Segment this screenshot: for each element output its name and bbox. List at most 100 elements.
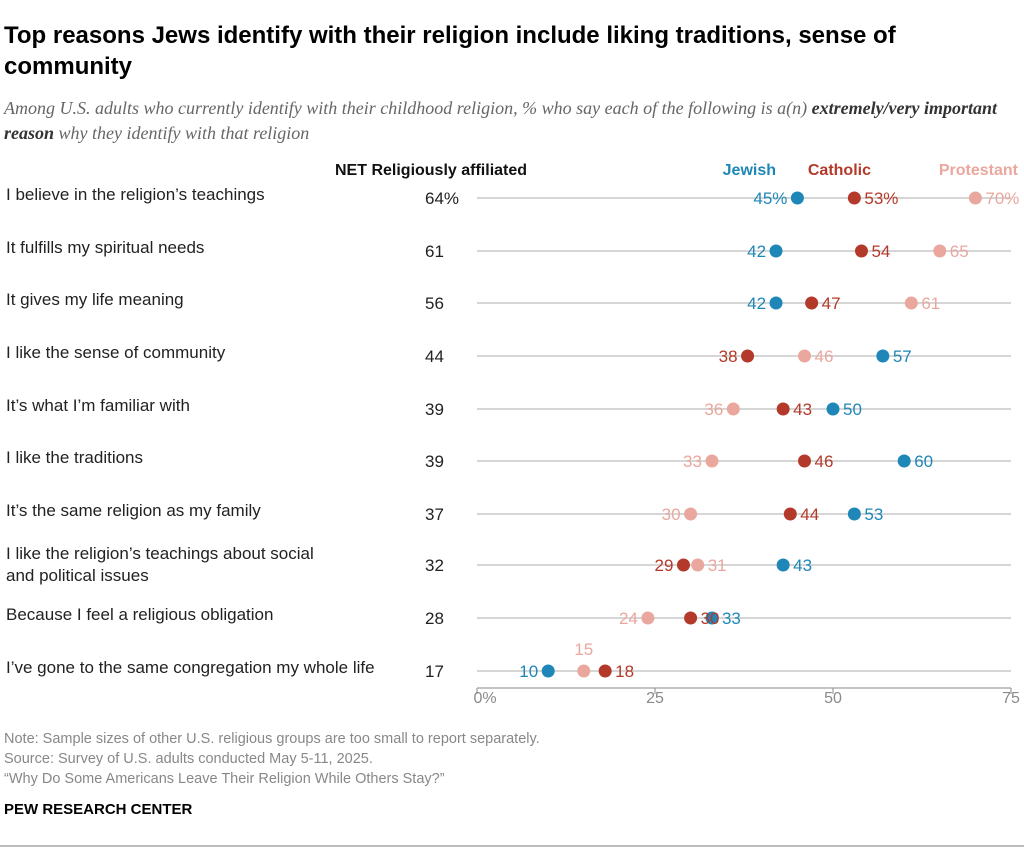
- category-label-line: I like the sense of community: [6, 343, 226, 362]
- net-value: 61: [425, 242, 444, 261]
- net-column-header: NET Religiously affiliated: [335, 162, 527, 179]
- jewish-point: [897, 454, 911, 468]
- protestant-point: [684, 507, 698, 521]
- protestant-point: [705, 454, 719, 468]
- catholic-point: [776, 402, 790, 416]
- jewish-point: [769, 296, 783, 310]
- chart-row: It’s the same religion as my family 37 53 4…: [6, 501, 1011, 524]
- category-label: It’s what I’m familiar with: [6, 396, 190, 415]
- net-value: 28: [425, 609, 444, 628]
- protestant-point: [933, 244, 947, 258]
- jewish-value-label: 42: [747, 242, 766, 261]
- net-value: 44: [425, 347, 444, 366]
- catholic-point: [676, 558, 690, 572]
- chart-row: It’s what I’m familiar with 39 50 43 36: [6, 396, 1011, 419]
- category-label: I like the sense of community: [6, 343, 226, 362]
- jewish-point: [790, 191, 804, 205]
- category-label-line: It’s the same religion as my family: [6, 501, 261, 520]
- catholic-point: [854, 244, 868, 258]
- catholic-point: [798, 454, 812, 468]
- catholic-point: [741, 349, 755, 363]
- category-label: It fulfills my spiritual needs: [6, 238, 204, 257]
- subtitle-text: Among U.S. adults who currently identify…: [4, 98, 812, 118]
- protestant-value-label: 46: [815, 347, 834, 366]
- catholic-point: [684, 611, 698, 625]
- protestant-value-label: 30: [662, 505, 681, 524]
- chart-subtitle: Among U.S. adults who currently identify…: [4, 96, 1014, 146]
- catholic-value-label: 29: [655, 556, 674, 575]
- jewish-value-label: 50: [843, 400, 862, 419]
- chart-row: Because I feel a religious obligation 28 3…: [6, 605, 1011, 628]
- catholic-value-label: 46: [815, 452, 834, 471]
- protestant-value-label: 36: [704, 400, 723, 419]
- chart-row: I believe in the religion’s teachings 64%…: [6, 185, 1019, 208]
- category-label-line: It fulfills my spiritual needs: [6, 238, 204, 257]
- chart-row: It gives my life meaning 56 42 47 61: [6, 290, 1011, 313]
- category-label-line: It’s what I’m familiar with: [6, 396, 190, 415]
- jewish-value-label: 57: [893, 347, 912, 366]
- protestant-point: [691, 558, 705, 572]
- jewish-value-label: 33: [722, 609, 741, 628]
- protestant-value-label: 33: [683, 452, 702, 471]
- subtitle-text-end: why they identify with that religion: [54, 123, 310, 143]
- net-value: 39: [425, 452, 444, 471]
- notes: Note: Sample sizes of other U.S. religio…: [4, 729, 1004, 789]
- protestant-point: [726, 402, 740, 416]
- jewish-point: [769, 244, 783, 258]
- protestant-value-label: 24: [619, 609, 638, 628]
- category-label-line: I like the religion’s teachings about so…: [6, 544, 314, 563]
- x-tick-label: 25: [646, 690, 664, 707]
- protestant-point: [798, 349, 812, 363]
- protestant-point: [968, 191, 982, 205]
- chart-row: It fulfills my spiritual needs 61 42 54 65: [6, 238, 1011, 261]
- category-label-line: I’ve gone to the same congregation my wh…: [6, 658, 375, 677]
- category-label-line: I believe in the religion’s teachings: [6, 185, 265, 204]
- protestant-value-label: 31: [708, 556, 727, 575]
- catholic-value-label: 53%: [864, 189, 898, 208]
- catholic-value-label: 18: [615, 662, 634, 681]
- x-tick-label: 75: [1002, 690, 1020, 707]
- catholic-point: [783, 507, 797, 521]
- protestant-value-label: 61: [921, 294, 940, 313]
- subtitle-emphasis: extremely/very important reason: [4, 98, 998, 143]
- protestant-value-label: 70%: [985, 189, 1019, 208]
- jewish-point: [876, 349, 890, 363]
- category-label-line: and political issues: [6, 566, 149, 585]
- jewish-value-label: 45%: [753, 189, 787, 208]
- net-value: 37: [425, 505, 444, 524]
- protestant-value-label: 65: [950, 242, 969, 261]
- protestant-point: [577, 664, 591, 678]
- chart-row: I like the sense of community 44 57 38 46: [6, 343, 1011, 366]
- jewish-point: [541, 664, 555, 678]
- catholic-point: [805, 296, 819, 310]
- net-value: 17: [425, 662, 444, 681]
- category-label-line: Because I feel a religious obligation: [6, 605, 273, 624]
- x-axis: 0% 25 50 75: [473, 687, 1020, 707]
- jewish-value-label: 60: [914, 452, 933, 471]
- catholic-point: [598, 664, 612, 678]
- catholic-value-label: 44: [800, 505, 819, 524]
- chart-row: I like the traditions 39 60 46 33: [6, 448, 1011, 471]
- category-label: I believe in the religion’s teachings: [6, 185, 265, 204]
- catholic-value-label: 38: [719, 347, 738, 366]
- net-value: 56: [425, 294, 444, 313]
- protestant-value-label: 15: [574, 640, 593, 659]
- jewish-value-label: 10: [519, 662, 538, 681]
- chart-row: I like the religion’s teachings about so…: [6, 544, 1011, 585]
- jewish-point: [776, 558, 790, 572]
- category-label-line: It gives my life meaning: [6, 290, 184, 309]
- protestant-point: [904, 296, 918, 310]
- chart-title: Top reasons Jews identify with their rel…: [4, 22, 896, 80]
- jewish-value-label: 43: [793, 556, 812, 575]
- jewish-value-label: 42: [747, 294, 766, 313]
- bottom-divider: [0, 845, 1024, 847]
- category-label: Because I feel a religious obligation: [6, 605, 273, 624]
- legend-catholic: Catholic: [808, 162, 871, 179]
- jewish-point: [705, 611, 719, 625]
- net-value: 32: [425, 556, 444, 575]
- jewish-point: [826, 402, 840, 416]
- x-tick-label: 50: [824, 690, 842, 707]
- catholic-value-label: 54: [871, 242, 890, 261]
- catholic-point: [847, 191, 861, 205]
- catholic-value-label: 30: [701, 609, 720, 628]
